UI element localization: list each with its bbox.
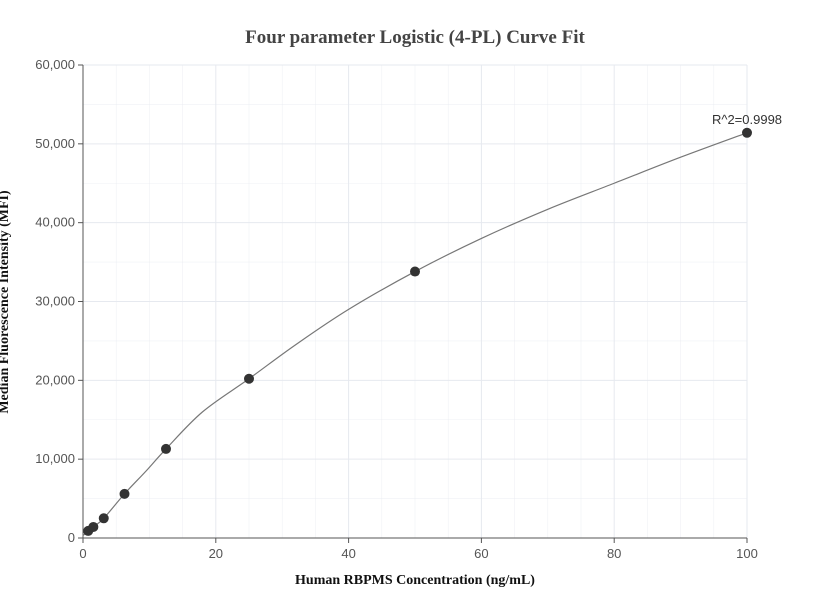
data-point (88, 521, 99, 532)
x-tick-label: 60 (474, 546, 488, 561)
y-tick-labels: 0 10,000 20,000 30,000 40,000 50,000 60,000 (35, 57, 75, 545)
data-point (410, 266, 420, 277)
data-point (98, 513, 109, 524)
y-tick-label: 0 (68, 530, 75, 545)
y-tick-label: 10,000 (35, 451, 75, 466)
x-tick-label: 20 (209, 546, 223, 561)
y-tick-label: 20,000 (35, 372, 75, 387)
r-squared-annotation: R^2=0.9998 (712, 112, 782, 127)
y-tick-label: 60,000 (35, 57, 75, 72)
data-points (83, 127, 752, 536)
chart-title: Four parameter Logistic (4-PL) Curve Fit (245, 27, 585, 48)
x-tick-label: 0 (79, 546, 86, 561)
x-axis-label: Human RBPMS Concentration (ng/mL) (295, 573, 535, 588)
x-tick-label: 40 (341, 546, 355, 561)
data-point (244, 373, 254, 384)
y-tick-label: 50,000 (35, 136, 75, 151)
axes (78, 64, 748, 543)
grid (82, 64, 748, 539)
x-tick-label: 100 (736, 546, 758, 561)
data-point (742, 127, 752, 138)
y-tick-label: 40,000 (35, 215, 75, 230)
data-point (119, 488, 130, 499)
x-tick-labels: 0 20 40 60 80 100 (79, 546, 757, 561)
data-point (161, 443, 171, 454)
x-tick-label: 80 (607, 546, 621, 561)
y-tick-label: 30,000 (35, 294, 75, 309)
y-axis-label: Median Fluorescence Intensity (MFI) (0, 190, 12, 414)
